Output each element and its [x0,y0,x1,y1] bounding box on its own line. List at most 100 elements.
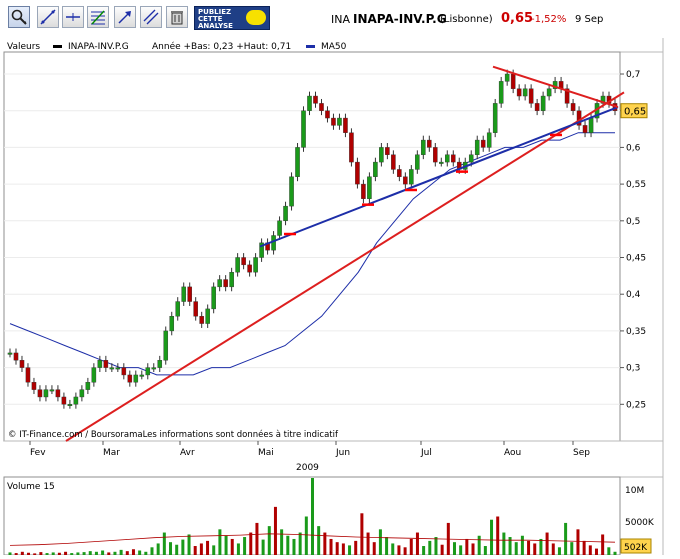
candle [379,147,384,163]
volume-bar [329,538,333,555]
volume-bar [27,552,31,555]
volume-bar [51,552,55,555]
candle [217,279,222,288]
candle [450,154,456,163]
candle [391,154,396,170]
legend-ma-label: MA50 [321,42,347,52]
candle [229,271,234,288]
volume-bar [360,513,364,555]
volume-bar [422,546,426,555]
y-tick-label: 0,45 [626,254,646,264]
y-tick-label: 0,6 [626,143,641,153]
candle [193,301,198,317]
candle [349,132,354,163]
price-chart-svg[interactable]: 0,25 0,3 0,35 0,4 0,45 0,5 0,55 0,6 0,65 0,7 Fev M… [0,38,680,556]
candle [163,330,169,361]
volume-bar [582,540,586,555]
magnifier-icon [11,9,27,25]
trendline-red[interactable] [492,65,619,108]
legend-valeurs: Valeurs [7,42,40,52]
toolbar: PUBLIEZ CETTE ANALYSE INA INAPA-INV.P.G … [0,0,680,39]
candle [175,301,180,317]
fibonacci-icon [91,10,105,25]
volume-bar [298,532,302,555]
line-tool-button[interactable] [37,6,59,28]
y-tick-label: 0,35 [626,327,646,337]
candle [157,360,163,368]
volume-bar [70,553,74,555]
volume-bar [594,548,598,555]
candle [474,139,480,155]
candle [331,117,336,126]
candle [169,316,175,332]
volume-bar [311,478,314,555]
y-tick-label: 0,25 [626,400,646,410]
fibonacci-tool-button[interactable] [87,6,109,28]
candle [115,367,121,370]
x-tick-label: Mai [258,448,274,458]
legend-series-name: INAPA-INV.P.G [68,42,129,52]
parallel-lines-icon [143,9,159,25]
publish-analysis-button[interactable]: PUBLIEZ CETTE ANALYSE [194,6,270,30]
last-price-badge-label: 0,65 [624,107,646,118]
candle [49,389,55,392]
chart-area[interactable]: 0,25 0,3 0,35 0,4 0,45 0,5 0,55 0,6 0,65 0,7 Fev M… [0,38,680,559]
volume-bar [483,546,487,555]
horizontal-line-tool-button[interactable] [62,6,84,28]
volume-bar [341,543,345,555]
volume-bar [162,532,166,555]
candle [37,389,43,398]
candle [337,117,342,126]
volume-bar [243,537,247,555]
volume-bar [107,552,111,555]
x-tick-label: Avr [180,448,195,458]
volume-bar [533,543,537,555]
candle [486,132,492,148]
candle [55,389,61,398]
volume-bar [273,506,277,555]
candle [223,279,228,288]
candle [247,264,252,273]
trendlines-layer [65,65,625,442]
volume-bar [428,540,432,555]
y-tick-label: 0,7 [626,70,640,80]
volume-bar [212,545,216,555]
candle [564,88,570,104]
trendline-red[interactable] [65,91,625,442]
volume-bar [465,538,469,555]
volume-bar [570,542,574,555]
candle [139,374,145,377]
arrow-tool-button[interactable] [114,6,136,28]
legend-series-swatch [53,45,62,48]
volume-bar [175,544,179,555]
candle [325,110,330,119]
trash-icon [171,11,183,25]
candle [79,389,85,398]
volume-bar [601,534,605,555]
candles-layer [7,69,618,409]
delete-button[interactable] [166,6,188,28]
volume-bar [403,547,407,555]
candle [301,110,306,148]
parallel-lines-tool-button[interactable] [140,6,162,28]
volume-bar [181,539,185,555]
volume-bar [520,535,524,555]
volume-bar [434,537,438,555]
volume-bar [82,552,86,555]
volume-bar [527,540,531,555]
volume-bar [187,534,191,555]
candle [516,88,522,97]
x-axis-year: 2009 [296,463,319,473]
volume-bar [57,552,61,555]
trendline-blue[interactable] [259,106,619,248]
candle [235,257,240,273]
volume-bar [508,537,512,555]
volume-bar [64,551,68,555]
zoom-tool-button[interactable] [8,6,30,28]
ticker: INA [331,13,350,26]
candle [415,154,420,170]
volume-bar [255,522,259,555]
volume-bar [150,547,154,555]
volume-bar [101,550,105,555]
candle [151,367,157,370]
